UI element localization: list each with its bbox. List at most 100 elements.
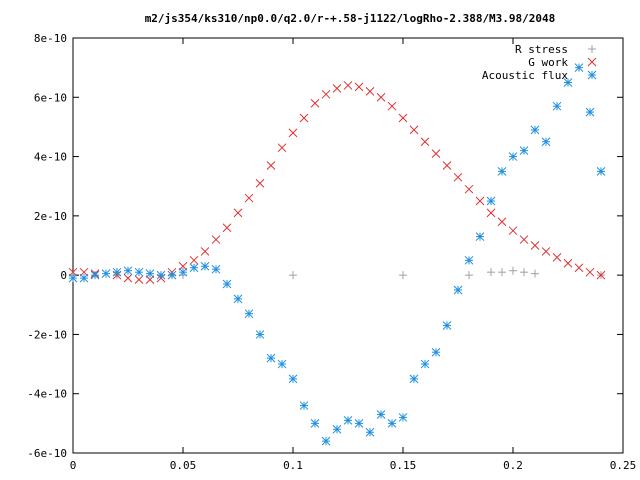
series-2 — [68, 63, 606, 446]
data-point — [145, 269, 155, 279]
legend-marker — [587, 57, 597, 67]
data-point — [123, 266, 133, 276]
data-point — [442, 321, 452, 330]
data-point — [343, 416, 353, 425]
data-point — [332, 84, 342, 93]
legend-label: G work — [528, 56, 568, 69]
data-point — [255, 330, 265, 339]
data-point — [354, 419, 364, 428]
data-point — [497, 217, 507, 227]
data-point — [134, 267, 144, 277]
data-point — [486, 208, 496, 218]
data-point — [541, 247, 551, 256]
data-point — [277, 143, 287, 153]
data-point — [398, 113, 408, 123]
data-point — [431, 347, 441, 357]
data-point — [475, 232, 485, 241]
y-tick-label: -2e-10 — [27, 328, 67, 341]
data-point — [332, 424, 342, 434]
data-point — [288, 374, 298, 384]
data-point — [365, 427, 375, 437]
data-point — [487, 268, 495, 277]
data-point — [552, 101, 562, 111]
data-point — [574, 63, 584, 72]
data-point — [420, 137, 430, 147]
series-1 — [68, 81, 606, 284]
data-point — [508, 152, 518, 161]
data-point — [189, 255, 199, 265]
y-tick-label: -6e-10 — [27, 447, 67, 460]
data-point — [520, 268, 528, 277]
legend-label: Acoustic flux — [482, 69, 568, 82]
data-point — [464, 255, 474, 265]
data-point — [310, 419, 320, 428]
chart-title: m2/js354/ks310/np0.0/q2.0/r-+.58-j1122/l… — [145, 12, 556, 25]
data-point — [420, 359, 430, 369]
data-point — [530, 241, 540, 250]
data-point — [409, 374, 419, 384]
data-point — [354, 82, 364, 92]
data-point — [68, 273, 78, 283]
x-tick-label: 0.05 — [170, 459, 197, 472]
data-point — [79, 273, 89, 283]
x-tick-label: 0.15 — [390, 459, 417, 472]
data-point — [596, 270, 606, 280]
data-point — [123, 273, 133, 283]
data-point — [574, 263, 584, 273]
data-point — [233, 208, 243, 218]
data-point — [563, 258, 573, 268]
data-point — [453, 285, 463, 295]
y-tick-label: 8e-10 — [34, 32, 67, 45]
data-point — [299, 113, 309, 123]
data-point — [101, 269, 111, 279]
data-point — [112, 267, 122, 277]
data-point — [321, 89, 331, 99]
data-point — [156, 270, 166, 280]
data-point — [541, 137, 551, 147]
data-point — [398, 413, 408, 422]
data-point — [266, 161, 276, 170]
data-point — [387, 419, 397, 428]
data-point — [585, 107, 595, 117]
data-point — [222, 223, 232, 233]
data-point — [464, 184, 474, 194]
data-point — [509, 266, 517, 275]
plot-area — [68, 63, 606, 446]
x-axis: 0 0.05 0.1 0.15 0.2 0.25 — [70, 38, 637, 472]
legend-marker — [588, 45, 596, 53]
data-point — [178, 267, 188, 277]
data-point — [266, 353, 276, 363]
data-point — [211, 235, 221, 244]
data-point — [563, 78, 573, 87]
data-point — [465, 271, 473, 280]
data-point — [222, 279, 232, 289]
data-point — [531, 269, 539, 278]
x-tick-label: 0.2 — [503, 459, 523, 472]
data-point — [343, 81, 353, 90]
data-point — [189, 263, 199, 273]
data-point — [530, 125, 540, 135]
data-point — [233, 294, 243, 304]
data-point — [90, 270, 100, 280]
data-point — [277, 359, 287, 369]
legend-label: R stress — [515, 43, 568, 56]
data-point — [596, 167, 606, 176]
x-tick-label: 0.25 — [610, 459, 637, 472]
data-point — [431, 149, 441, 158]
data-point — [200, 247, 210, 256]
y-tick-label: 6e-10 — [34, 91, 67, 104]
data-point — [244, 309, 254, 319]
data-point — [376, 92, 386, 102]
y-tick-label: 2e-10 — [34, 210, 67, 223]
data-point — [310, 98, 320, 108]
data-point — [552, 253, 562, 262]
data-point — [399, 271, 407, 280]
data-point — [289, 271, 297, 280]
data-point — [497, 167, 507, 176]
data-point — [376, 410, 386, 419]
legend-marker — [587, 70, 597, 80]
data-point — [498, 268, 506, 277]
data-point — [585, 267, 595, 277]
